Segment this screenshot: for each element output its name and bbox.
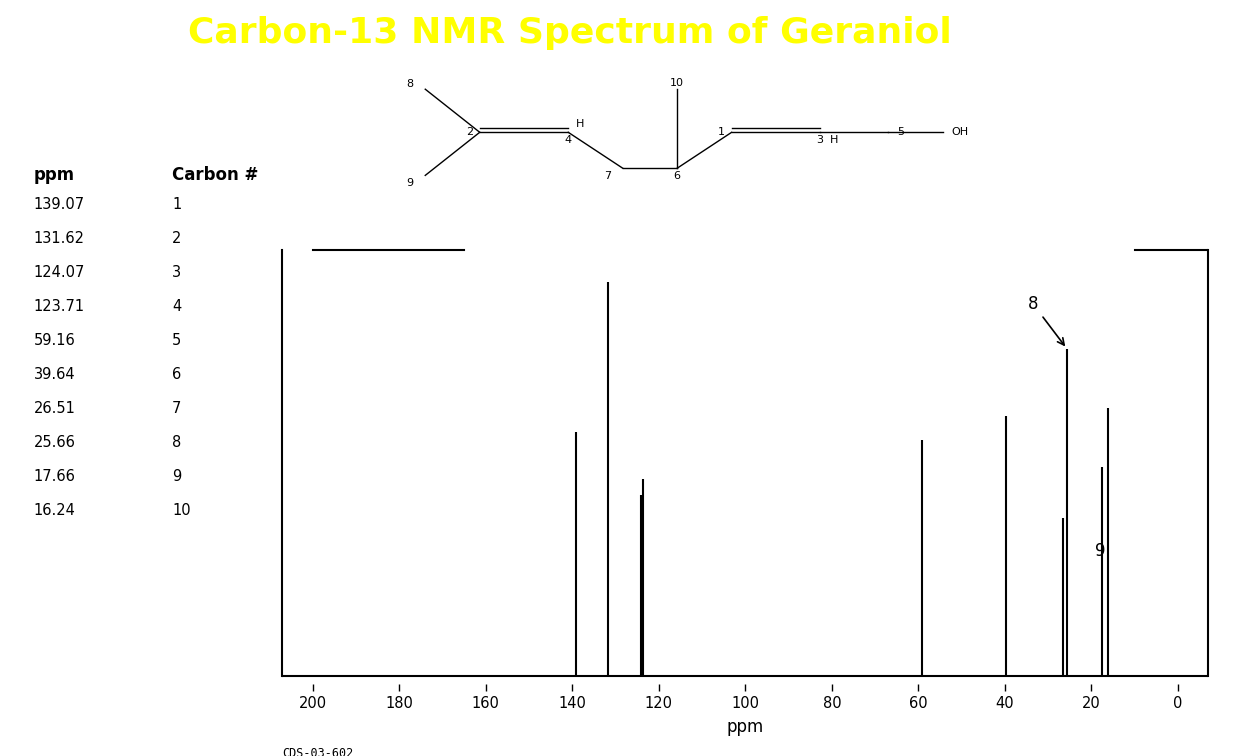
Text: ppm: ppm <box>33 166 74 184</box>
Text: 131.62: 131.62 <box>33 231 84 246</box>
Text: 8: 8 <box>172 435 181 450</box>
Text: H: H <box>577 119 584 129</box>
Text: 7: 7 <box>172 401 182 416</box>
Text: 1: 1 <box>172 197 181 212</box>
Text: 8: 8 <box>407 79 413 88</box>
Text: 9: 9 <box>1096 542 1106 559</box>
Text: 9: 9 <box>407 178 413 188</box>
Text: 1: 1 <box>718 127 725 138</box>
Text: 4: 4 <box>565 135 572 145</box>
Text: 7: 7 <box>604 171 612 181</box>
Text: 5: 5 <box>172 333 181 348</box>
Text: CDS-03-602: CDS-03-602 <box>282 747 354 756</box>
Text: 6: 6 <box>673 171 681 181</box>
Text: H: H <box>829 135 838 145</box>
Text: 139.07: 139.07 <box>33 197 84 212</box>
Text: Carbon-13 NMR Spectrum of Geraniol: Carbon-13 NMR Spectrum of Geraniol <box>188 17 951 51</box>
Text: 124.07: 124.07 <box>33 265 85 280</box>
Text: 25.66: 25.66 <box>33 435 76 450</box>
Text: OH: OH <box>951 127 968 138</box>
Text: 10: 10 <box>172 503 191 518</box>
Text: 17.66: 17.66 <box>33 469 76 484</box>
Text: Carbon #: Carbon # <box>172 166 259 184</box>
Text: 123.71: 123.71 <box>33 299 84 314</box>
Text: 2: 2 <box>172 231 182 246</box>
Text: 6: 6 <box>172 367 181 382</box>
Text: 10: 10 <box>670 78 685 88</box>
Text: 5: 5 <box>898 127 904 138</box>
Text: 3: 3 <box>172 265 181 280</box>
Text: 39.64: 39.64 <box>33 367 76 382</box>
X-axis label: ppm: ppm <box>727 718 764 736</box>
Text: 8: 8 <box>1028 296 1065 345</box>
Text: 9: 9 <box>172 469 181 484</box>
Text: 3: 3 <box>817 135 823 145</box>
Text: 16.24: 16.24 <box>33 503 76 518</box>
Text: 59.16: 59.16 <box>33 333 76 348</box>
Text: 4: 4 <box>172 299 181 314</box>
Text: 26.51: 26.51 <box>33 401 76 416</box>
Text: 2: 2 <box>465 127 473 138</box>
